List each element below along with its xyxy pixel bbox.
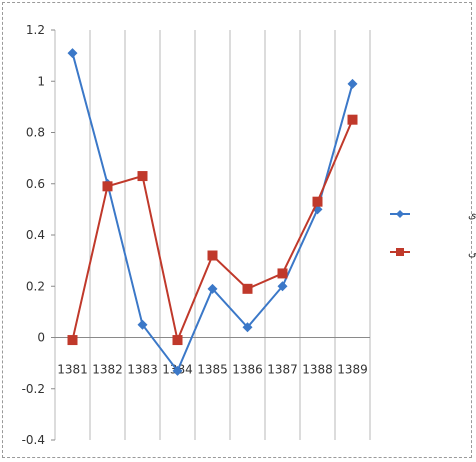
data-point-series-2	[207, 250, 218, 261]
data-point-series-2	[277, 268, 288, 279]
data-point-series-1	[277, 281, 288, 292]
y-tick-label: -0.2	[22, 382, 45, 396]
data-point-series-1	[347, 78, 358, 89]
y-tick-label: 1	[37, 74, 45, 88]
series-layer	[67, 48, 358, 376]
x-axis: 138113821383138413851386138713881389	[57, 363, 368, 377]
data-point-series-1	[67, 48, 78, 59]
data-point-series-2	[242, 283, 253, 294]
data-point-series-2	[137, 171, 148, 182]
x-tick-label: 1385	[197, 363, 228, 377]
data-point-series-2	[102, 181, 113, 192]
data-point-series-1	[137, 319, 148, 330]
data-point-series-2	[67, 335, 78, 346]
grid-lines	[54, 30, 371, 440]
data-point-series-2	[347, 114, 358, 125]
y-tick-label: 1.2	[26, 23, 45, 37]
legend-marker-series-2	[396, 248, 404, 256]
data-point-series-2	[312, 196, 323, 207]
y-tick-label: -0.4	[22, 433, 45, 447]
x-tick-label: 1388	[302, 363, 333, 377]
legend-marker-series-1	[396, 210, 404, 218]
y-axis: 1.2 1 0.8 0.6 0.4 0.2 0 -0.2 -0.4	[22, 23, 55, 447]
data-point-series-1	[242, 322, 253, 333]
data-point-series-1	[172, 365, 183, 376]
data-point-series-1	[207, 283, 218, 294]
y-tick-label: 0.6	[26, 177, 45, 191]
x-tick-label: 1383	[127, 363, 158, 377]
y-tick-label: 0.2	[26, 279, 45, 293]
legend-label-series-2: سهام ارزشی	[468, 246, 476, 259]
legend-label-series-1: سهام رشدی	[468, 208, 476, 221]
x-tick-label: 1389	[337, 363, 368, 377]
series-line-2	[71, 119, 354, 344]
chart-frame	[2, 2, 472, 458]
y-tick-label: 0.8	[26, 126, 45, 140]
x-tick-label: 1382	[92, 363, 123, 377]
data-point-series-2	[172, 335, 183, 346]
y-tick-label: 0.4	[26, 228, 45, 242]
series-line-1	[71, 52, 354, 373]
x-tick-label: 1386	[232, 363, 263, 377]
x-tick-label: 1387	[267, 363, 298, 377]
y-tick-label: 0	[37, 331, 45, 345]
x-tick-label: 1381	[57, 363, 88, 377]
legend: سهام رشدی سهام ارزشی	[390, 208, 476, 259]
